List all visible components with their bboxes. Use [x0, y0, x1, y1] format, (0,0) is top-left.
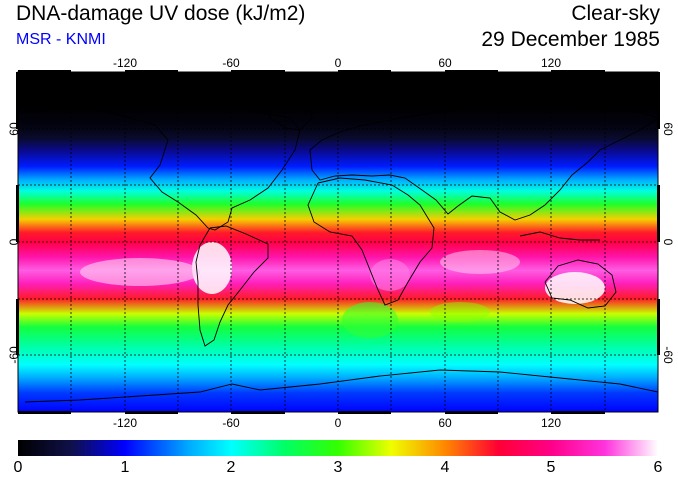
colorbar-label: 5	[546, 459, 556, 476]
map-frame	[16, 70, 660, 414]
sky-condition-label: Clear-sky	[571, 2, 660, 25]
map-date-label: 29 December 1985	[481, 28, 660, 51]
left-bar-3	[16, 299, 19, 355]
left-bar-1	[16, 72, 19, 129]
lon-tick-bottom: 0	[334, 416, 342, 430]
map-title: DNA-damage UV dose (kJ/m2)	[16, 2, 306, 25]
right-bar-2	[657, 185, 660, 242]
bottom-bar-5	[445, 411, 498, 414]
indian-ocean-high-dose	[440, 250, 520, 274]
indian-ocean-lower-dose	[430, 302, 490, 322]
south-america-high-dose	[192, 242, 232, 294]
bottom-bar-3	[231, 411, 285, 414]
top-bar-2	[125, 70, 178, 73]
north-america-coast	[29, 101, 301, 231]
lon-tick-top: 60	[438, 56, 452, 70]
lon-tick-top: -60	[222, 56, 240, 70]
colorbar-label: 1	[120, 459, 130, 476]
graticule	[18, 72, 658, 412]
colorbar-label: 6	[653, 459, 663, 476]
lon-tick-bottom: -120	[112, 416, 138, 430]
lat-tick-right: -60	[661, 346, 675, 364]
indonesia-coast	[519, 231, 600, 241]
lat-tick-left: 60	[7, 122, 21, 136]
map-source-label: MSR - KNMI	[16, 31, 106, 48]
lon-tick-top: 120	[540, 56, 562, 70]
bottom-bar-1	[18, 411, 71, 414]
left-bar-2	[16, 185, 19, 242]
lat-tick-left: 0	[7, 238, 21, 246]
lon-tick-bottom: -60	[222, 416, 240, 430]
lon-tick-bottom: 120	[540, 416, 562, 430]
lat-tick-left: -60	[7, 346, 21, 364]
europe-asia-coast	[309, 103, 658, 221]
colorbar-label: 0	[13, 459, 23, 476]
africa-high-dose	[370, 259, 410, 291]
australia-high-dose	[545, 272, 605, 304]
right-bar-1	[657, 72, 660, 129]
colorbar	[18, 440, 658, 456]
dose-anomalies	[80, 242, 605, 338]
antarctica-coast	[24, 369, 658, 403]
lat-tick-right: 60	[661, 122, 675, 136]
pacific-high-dose	[80, 258, 200, 286]
top-bar-6	[551, 70, 605, 73]
colorbar-label: 2	[226, 459, 236, 476]
frame-border-bars	[16, 70, 660, 414]
lon-tick-bottom: 60	[438, 416, 452, 430]
bottom-bar-6	[551, 411, 605, 414]
lon-tick-top: -120	[112, 56, 138, 70]
top-bar-3	[231, 70, 285, 73]
south-atlantic-low-dose	[342, 302, 398, 338]
greenland-coast	[267, 99, 313, 131]
top-bar-4	[338, 70, 391, 73]
africa-coast	[307, 177, 435, 306]
top-bar-1	[18, 70, 71, 73]
bottom-bar-2	[125, 411, 178, 414]
colorbar-label: 4	[440, 459, 450, 476]
colorbar-label: 3	[333, 459, 343, 476]
top-bar-5	[445, 70, 498, 73]
bottom-bar-4	[338, 411, 391, 414]
south-america-coast	[195, 225, 269, 347]
lat-tick-right: 0	[661, 238, 675, 246]
lon-tick-top: 0	[334, 56, 342, 70]
right-bar-3	[657, 299, 660, 355]
